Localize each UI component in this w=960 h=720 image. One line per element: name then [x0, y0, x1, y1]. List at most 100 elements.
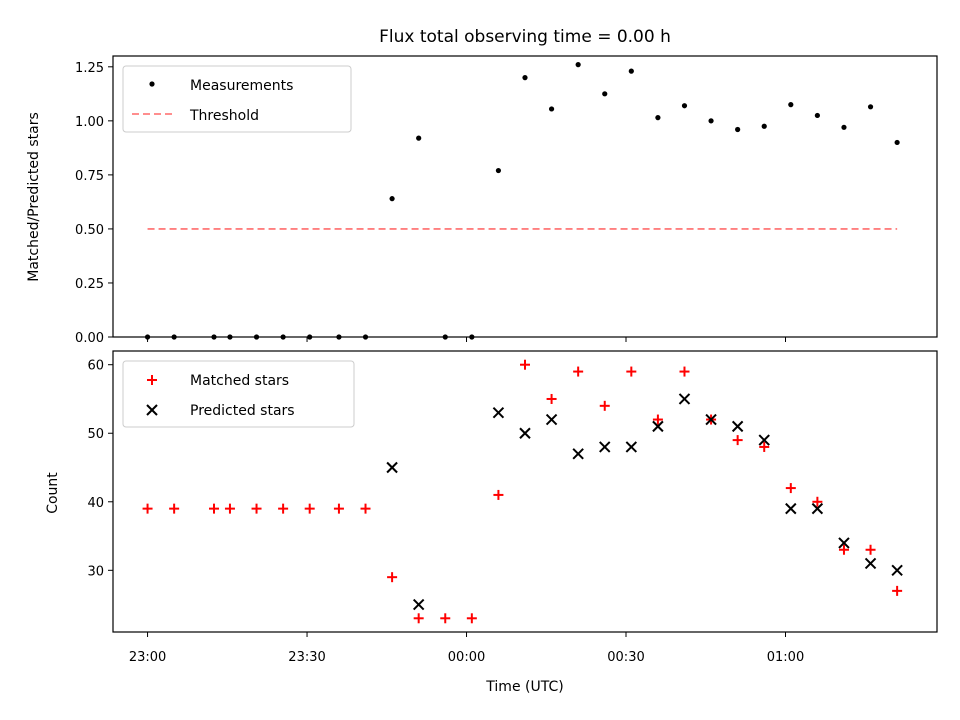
bottom-y-tick-label: 60 [87, 359, 104, 374]
x-tick-label: 23:30 [288, 650, 325, 665]
predicted-star-b [785, 502, 797, 515]
measurement-point [681, 103, 688, 109]
legend-label-predicted: Predicted stars [190, 403, 295, 419]
matched-star-point [360, 503, 371, 514]
matched-star-point [838, 544, 849, 555]
predicted-star-b [731, 420, 744, 433]
predicted-star-b [545, 413, 558, 426]
measurement-point [628, 68, 634, 74]
legend-marker-measurements [149, 81, 155, 87]
matched-star-point [546, 393, 557, 404]
top-axes-frame [112, 55, 938, 338]
predicted-star-point [572, 448, 584, 460]
predicted-star-b [811, 502, 824, 515]
predicted-star-point [678, 393, 691, 405]
x-tick-label: 00:00 [448, 650, 485, 665]
predicted-star-point [519, 427, 531, 439]
matched-star-point [333, 503, 344, 514]
chart-title: Flux total observing time = 0.00 h [379, 27, 671, 47]
legend-label-measurements: Measurements [190, 78, 293, 94]
matched-star-point [224, 503, 235, 514]
predicted-star-point [758, 434, 770, 446]
bottom-y-tick-label: 50 [87, 427, 104, 442]
matched-star-point [759, 441, 770, 452]
predicted-star-b [652, 420, 664, 433]
predicted-star-b [412, 598, 425, 611]
x-tick-label: 23:00 [129, 650, 166, 665]
measurement-point [788, 102, 794, 108]
top-legend: Measurements Threshold [122, 65, 352, 133]
predicted-star-point [412, 598, 425, 611]
top-y-tick-label: 1.25 [75, 61, 104, 76]
measurement-point [602, 91, 608, 97]
predicted-star-point [811, 502, 824, 515]
predicted-star-b [705, 413, 717, 426]
matched-star-point [679, 366, 690, 377]
matched-star-point [865, 544, 876, 555]
matched-star-point [732, 435, 743, 446]
bottom-y-tick-label: 40 [87, 496, 104, 511]
matched-star-point [413, 613, 424, 624]
matched-star-point [626, 366, 637, 377]
matched-star-point [892, 585, 903, 596]
measurement-point [841, 124, 847, 130]
matched-star-point [573, 366, 584, 377]
predicted-star-point [891, 564, 903, 577]
predicted-star-b [678, 393, 691, 405]
legend-box [122, 360, 355, 428]
matched-star-point [278, 503, 289, 514]
predicted-star-point [731, 420, 744, 433]
matched-star-point [520, 359, 530, 370]
measurement-point [389, 196, 395, 202]
top-y-tick-label: 0.75 [75, 169, 104, 184]
predicted-star-b [519, 427, 531, 439]
measurement-point [735, 126, 741, 133]
measurement-point [894, 139, 900, 146]
predicted-star-b [625, 441, 638, 453]
measurement-point [814, 112, 820, 119]
predicted-star-b [386, 461, 398, 474]
measurement-point [575, 62, 581, 68]
top-y-tick-label: 0.50 [75, 223, 104, 238]
predicted-star-point [705, 413, 717, 426]
top-y-tick-label: 0.25 [75, 277, 104, 292]
matched-star-point [251, 503, 262, 514]
x-axis-label: Time (UTC) [485, 679, 563, 695]
matched-star-point [304, 503, 315, 514]
measurement-point [548, 106, 555, 112]
predicted-star-b [758, 434, 770, 446]
top-y-tick-label: 1.00 [75, 115, 104, 130]
matched-star-point [440, 613, 451, 624]
bottom-y-axis-label: Count [45, 472, 61, 514]
predicted-star-point [785, 502, 797, 515]
bottom-panel: 23:00 23:30 00:00 00:30 01:00 30 40 50 60 Matched… [87, 350, 938, 665]
predicted-star-point [492, 406, 505, 419]
predicted-star-point [838, 537, 850, 549]
matched-star-point [493, 489, 504, 500]
predicted-star-point [599, 441, 611, 453]
matched-star-point [387, 572, 398, 583]
predicted-star-point [864, 557, 877, 570]
measurement-point [655, 115, 661, 121]
bottom-legend: Matched stars Predicted stars [122, 360, 355, 428]
matched-star-point [466, 613, 477, 624]
matched-star-point [209, 503, 220, 514]
predicted-star-point [545, 413, 558, 426]
measurement-point [495, 167, 502, 174]
x-tick-label: 01:00 [767, 650, 804, 665]
measurement-point [708, 118, 714, 124]
measurement-point [522, 75, 528, 81]
matched-star-point [169, 503, 180, 514]
predicted-star-point [652, 420, 664, 433]
legend-label-matched: Matched stars [190, 373, 289, 389]
bottom-axes-frame [112, 350, 938, 633]
matched-star-point [812, 496, 823, 507]
matched-star-point [142, 503, 153, 514]
predicted-star-b [599, 441, 611, 453]
predicted-star-b [492, 406, 505, 419]
matched-star-point [599, 400, 610, 411]
legend-box [122, 65, 352, 133]
predicted-star-point [625, 441, 638, 453]
top-y-tick-label: 0.00 [75, 331, 104, 346]
